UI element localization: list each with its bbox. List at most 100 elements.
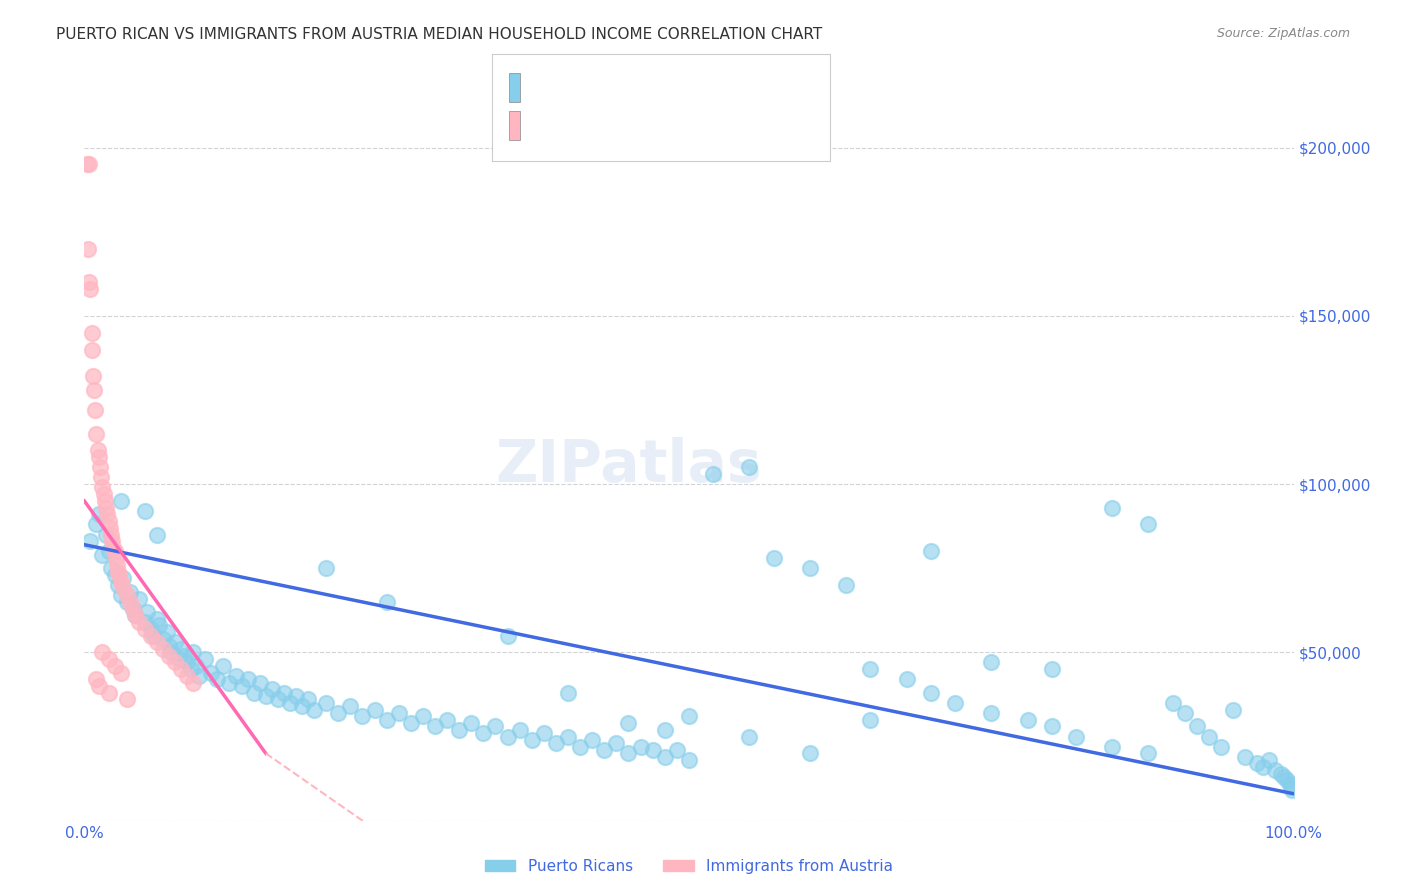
Point: [104, 544, 127, 558]
Point: [112, 571, 135, 585]
Point: [738, 460, 761, 475]
Point: [76, 157, 98, 171]
Point: [80, 326, 103, 340]
Point: [176, 656, 198, 670]
Point: [388, 706, 411, 720]
Point: [155, 625, 177, 640]
Point: [273, 686, 295, 700]
Point: [134, 504, 156, 518]
Point: [896, 673, 918, 687]
Point: [654, 749, 676, 764]
Point: [1040, 662, 1063, 676]
Point: [285, 689, 308, 703]
Point: [110, 574, 132, 589]
Point: [291, 699, 314, 714]
Text: N =: N =: [636, 80, 669, 95]
Text: Source: ZipAtlas.com: Source: ZipAtlas.com: [1216, 27, 1350, 40]
Point: [472, 726, 495, 740]
Point: [181, 675, 204, 690]
Point: [557, 686, 579, 700]
Point: [97, 514, 120, 528]
Point: [167, 652, 190, 666]
Point: [1209, 739, 1232, 754]
Point: [605, 736, 627, 750]
Point: [297, 692, 319, 706]
Point: [157, 648, 180, 663]
Point: [1264, 763, 1286, 777]
Point: [146, 635, 169, 649]
Point: [188, 669, 211, 683]
Point: [124, 608, 146, 623]
Point: [557, 730, 579, 744]
Text: R =: R =: [523, 118, 557, 132]
Point: [654, 723, 676, 737]
Point: [207, 673, 229, 687]
Point: [86, 443, 108, 458]
Point: [738, 730, 761, 744]
Point: [799, 747, 821, 761]
Point: [165, 635, 187, 649]
Point: [134, 622, 156, 636]
Point: [146, 527, 169, 541]
Point: [100, 527, 122, 541]
Point: [496, 730, 519, 744]
Point: [110, 494, 132, 508]
Point: [107, 578, 129, 592]
Point: [96, 508, 118, 522]
Point: [920, 544, 942, 558]
Point: [152, 632, 174, 646]
Point: [581, 732, 603, 747]
Text: -0.751: -0.751: [568, 80, 623, 95]
Point: [120, 584, 142, 599]
Point: [87, 508, 110, 522]
Point: [173, 648, 195, 663]
Point: [97, 652, 120, 666]
Point: [115, 588, 138, 602]
Point: [87, 450, 110, 465]
Point: [1272, 770, 1295, 784]
Point: [1040, 719, 1063, 733]
Point: [120, 595, 142, 609]
Point: [194, 652, 217, 666]
Point: [128, 591, 150, 606]
Point: [1270, 766, 1292, 780]
Point: [115, 692, 138, 706]
Point: [86, 673, 108, 687]
Point: [101, 534, 124, 549]
Point: [107, 565, 129, 579]
Point: [544, 736, 567, 750]
Point: [665, 743, 688, 757]
Point: [1185, 719, 1208, 733]
Point: [943, 696, 966, 710]
Point: [449, 723, 471, 737]
Point: [1277, 773, 1299, 788]
Point: [267, 692, 290, 706]
Point: [105, 558, 128, 572]
Point: [180, 662, 202, 676]
Point: [1258, 753, 1281, 767]
Point: [104, 551, 127, 566]
Point: [176, 669, 198, 683]
Point: [77, 275, 100, 289]
Point: [218, 675, 240, 690]
Point: [1198, 730, 1220, 744]
Point: [100, 561, 122, 575]
Point: [97, 544, 120, 558]
Point: [315, 561, 337, 575]
Point: [1161, 696, 1184, 710]
Point: [104, 568, 127, 582]
Point: [1281, 783, 1303, 797]
Point: [799, 561, 821, 575]
Point: [1234, 749, 1257, 764]
Point: [278, 696, 301, 710]
Point: [82, 369, 104, 384]
Point: [79, 282, 101, 296]
Point: [762, 551, 785, 566]
Point: [152, 642, 174, 657]
Text: 54: 54: [672, 118, 693, 132]
Point: [212, 658, 235, 673]
Point: [170, 662, 193, 676]
Point: [1064, 730, 1087, 744]
Point: [77, 242, 100, 256]
Point: [139, 622, 162, 636]
